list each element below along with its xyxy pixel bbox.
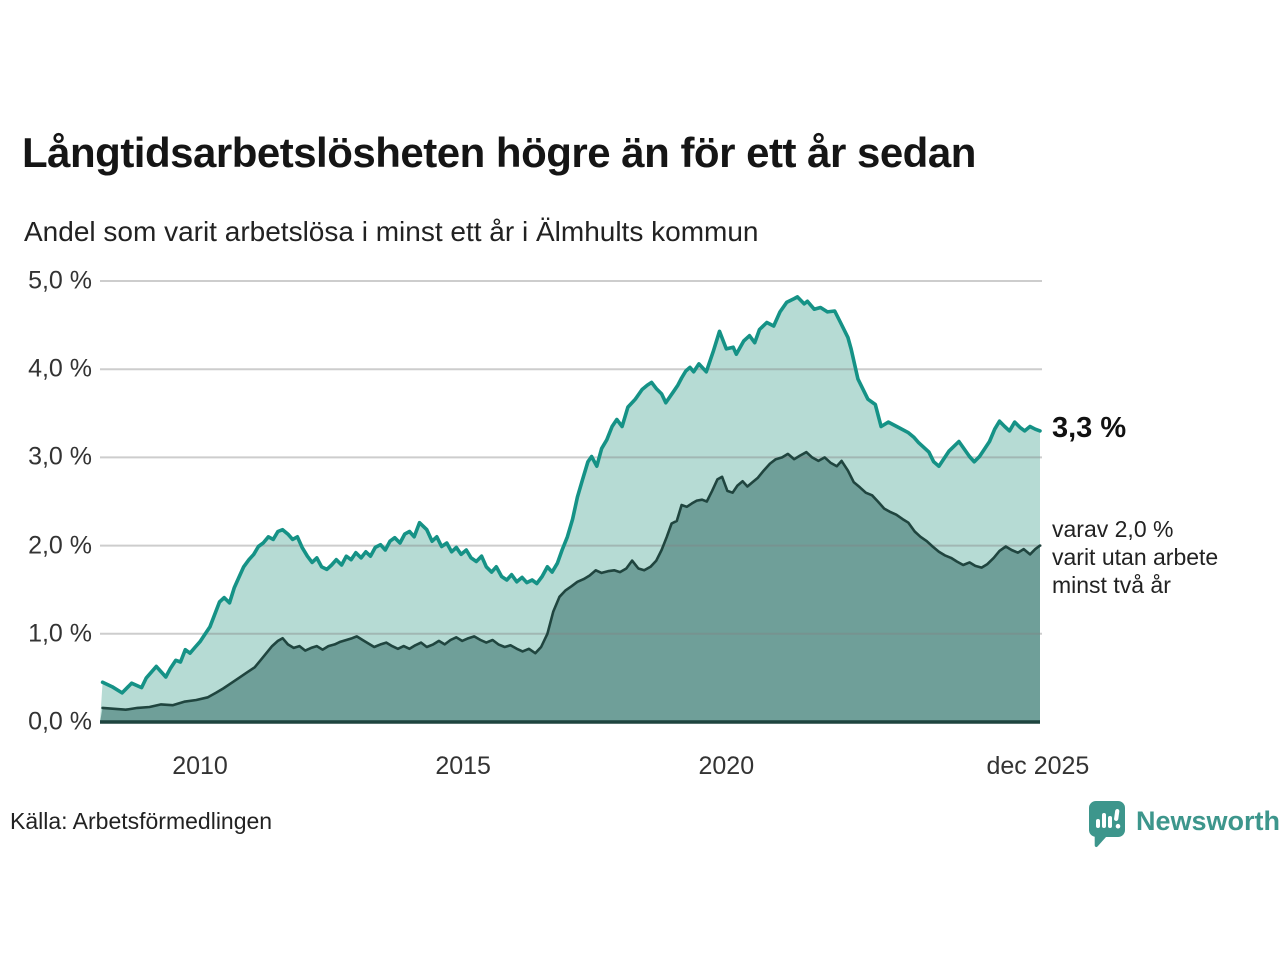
two-year-area-fill [100,452,1040,722]
two-year-annotation: varav 2,0 % varit utan arbete minst två … [1052,515,1218,599]
two-year-line [101,450,1042,711]
y-axis-label: 2,0 % [28,531,92,560]
newsworthy-wordmark: Newsworthy [1136,806,1280,836]
y-axis-label: 0,0 % [28,707,92,736]
chart-subtitle: Andel som varit arbetslösa i minst ett å… [24,216,759,247]
newsworthy-branding: Newsworthy [1088,800,1280,848]
x-axis-label: 2020 [698,752,755,780]
two-year-annotation-line: minst två år [1052,572,1171,598]
newsworthy-logo-icon [1089,801,1125,848]
y-axis-label: 1,0 % [28,619,92,648]
y-axis-label: 3,0 % [28,442,92,471]
page-title: Långtidsarbetslösheten högre än för ett … [22,129,976,176]
y-axis-label: 5,0 % [28,266,92,295]
two-year-annotation-line: varit utan arbete [1052,544,1219,570]
x-axis-label: 2015 [435,752,491,780]
source-attribution: Källa: Arbetsförmedlingen [10,808,273,834]
x-axis-label: 2010 [172,752,228,780]
y-axis-label: 4,0 % [28,354,92,383]
x-axis-label: dec 2025 [986,752,1090,780]
two-year-annotation-line: varav 2,0 % [1052,516,1174,542]
latest-value-annotation: 3,3 % [1052,411,1127,444]
total-line [100,295,1042,695]
